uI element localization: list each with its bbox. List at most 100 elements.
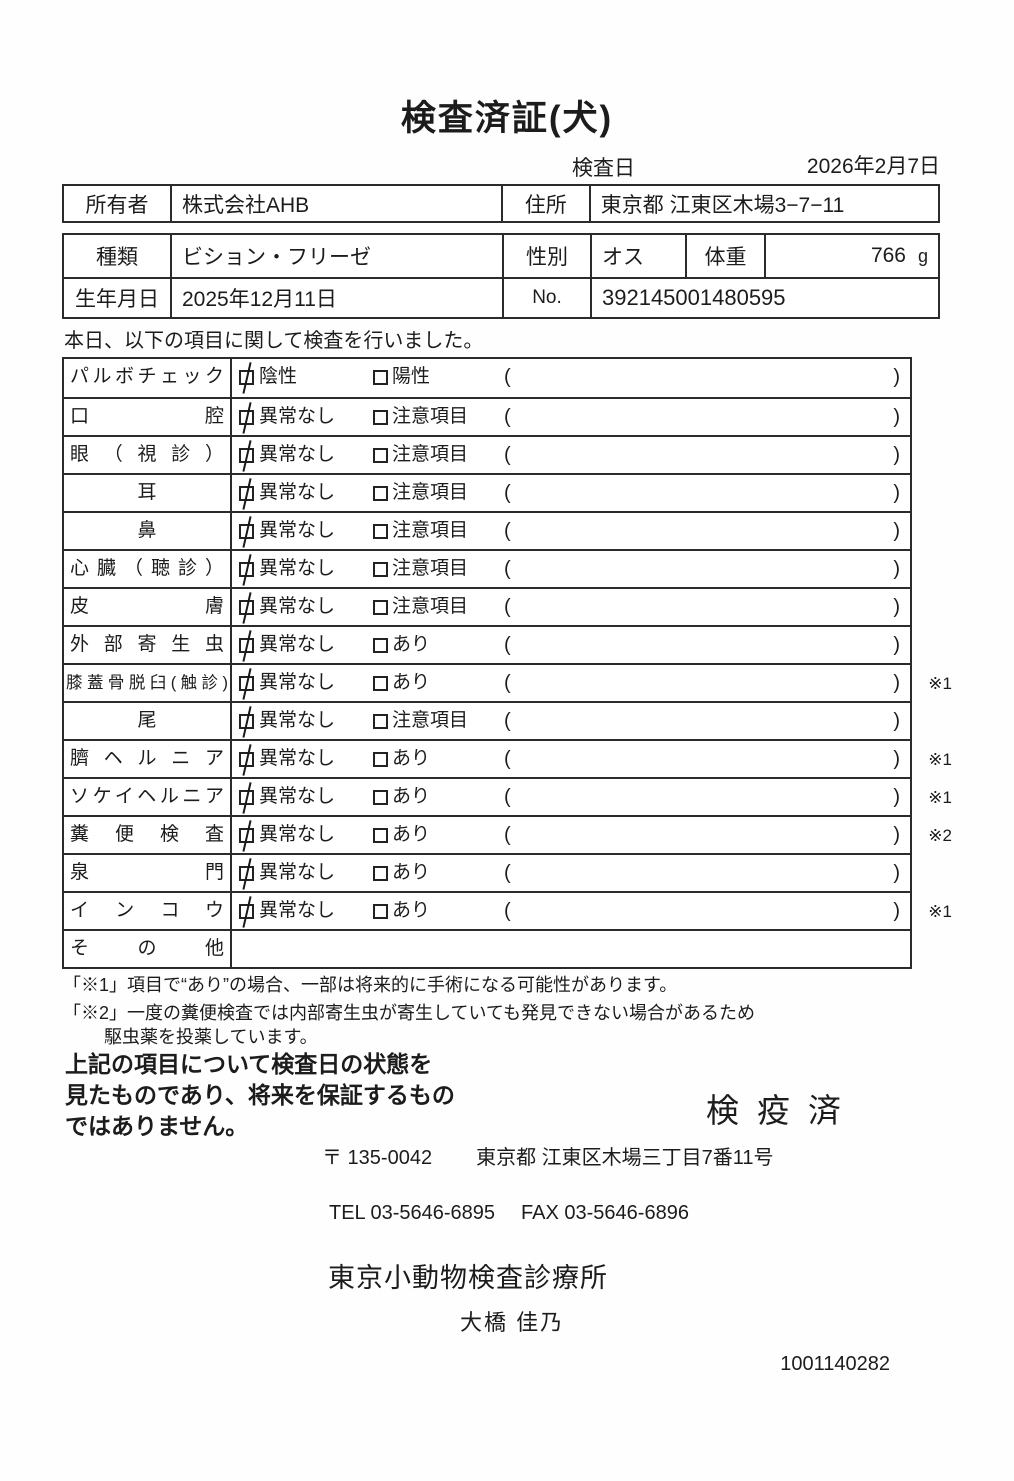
birthdate-value: 2025年12月11日 [170, 279, 502, 317]
exam-row-label: ソケイヘルニア [64, 779, 232, 815]
checked-checkbox-icon [239, 370, 254, 385]
exam-row-content: 異常なし 注意項目 ( ) [232, 437, 910, 473]
exam-row-content: 異常なし 注意項目 ( ) [232, 475, 910, 511]
exam-option1-label: 異常なし [259, 406, 336, 427]
exam-option2-label: あり [392, 634, 431, 655]
owner-value: 株式会社AHB [170, 186, 501, 221]
remark-paren-open: ( [504, 862, 511, 884]
exam-option1-label: 異常なし [259, 596, 336, 617]
remark-paren-close: ) [893, 710, 900, 732]
exam-option1-label: 異常なし [259, 900, 336, 921]
exam-option2-label: 注意項目 [392, 710, 469, 731]
breed-row: 種類 ビション・フリーゼ 性別 オス 体重 766 g [64, 235, 938, 278]
sex-label: 性別 [502, 235, 590, 278]
remark-paren-close: ) [893, 862, 900, 884]
exam-row: 糞便検査 異常なし あり ( ) ※2 [64, 815, 952, 853]
exam-table: パルボチェック 陰性 陽性 ( ) 口腔 異常なし 注意項目 ( ) 眼 [62, 357, 952, 969]
clinic-name: 東京小動物検査診療所 [328, 1263, 608, 1293]
exam-row-content: 異常なし あり ( ) [232, 893, 910, 929]
checked-checkbox-icon [239, 448, 254, 463]
checked-checkbox-icon [239, 752, 254, 767]
remark-paren-open: ( [504, 748, 511, 770]
exam-option1-label: 異常なし [259, 558, 336, 579]
breed-label: 種類 [96, 246, 138, 270]
exam-row: パルボチェック 陰性 陽性 ( ) [64, 359, 910, 397]
weight-value-cell: 766 g [764, 235, 938, 278]
empty-checkbox-icon [373, 714, 388, 729]
remark-paren-close: ) [893, 366, 900, 388]
weight-unit: g [917, 245, 928, 266]
empty-checkbox-icon [373, 866, 388, 881]
checked-checkbox-icon [239, 866, 254, 881]
owner-table: 所有者 株式会社AHB 住所 東京都 江東区木場3−7−11 [62, 184, 940, 223]
exam-option2-label: 注意項目 [392, 558, 469, 579]
weight-value: 766 [870, 244, 906, 268]
remark-paren-close: ) [893, 672, 900, 694]
remark-paren-open: ( [504, 482, 511, 504]
remark-paren-close: ) [893, 748, 900, 770]
exam-row-label: 口腔 [64, 399, 232, 435]
empty-checkbox-icon [373, 828, 388, 843]
exam-option2-label: あり [392, 786, 431, 807]
exam-row: 鼻 異常なし 注意項目 ( ) [64, 511, 910, 549]
exam-row: インコウ 異常なし あり ( ) ※1 [64, 891, 952, 929]
exam-row-label: 外部寄生虫 [64, 627, 232, 663]
exam-row: ソケイヘルニア 異常なし あり ( ) ※1 [64, 777, 952, 815]
inspection-date-value: 2026年2月7日 [806, 155, 940, 178]
exam-row-footnote-mark: ※1 [928, 788, 952, 807]
exam-row-label: 泉門 [64, 855, 232, 891]
remark-paren-close: ) [893, 520, 900, 542]
exam-option1-label: 異常なし [259, 634, 336, 655]
remark-paren-open: ( [504, 596, 511, 618]
intro-text: 本日、以下の項目に関して検査を行いました。 [64, 330, 484, 352]
exam-row-content: 異常なし 注意項目 ( ) [232, 703, 910, 739]
exam-row-content: 異常なし あり ( ) [232, 855, 910, 891]
exam-row: 臍ヘルニア 異常なし あり ( ) ※1 [64, 739, 952, 777]
exam-row-content: 異常なし 注意項目 ( ) [232, 551, 910, 587]
remark-paren-open: ( [504, 444, 511, 466]
exam-option2-label: あり [392, 672, 431, 693]
empty-checkbox-icon [373, 638, 388, 653]
weight-label: 体重 [685, 235, 764, 278]
exam-row-label: その他 [64, 931, 232, 967]
checked-checkbox-icon [239, 600, 254, 615]
exam-row-content: 異常なし あり ( ) [232, 665, 910, 701]
exam-option2-label: あり [392, 900, 431, 921]
exam-row-footnote-mark: ※1 [928, 674, 952, 693]
remark-paren-open: ( [504, 786, 511, 808]
exam-row-label: パルボチェック [64, 359, 232, 397]
exam-option2-label: 陽性 [392, 366, 431, 387]
remark-paren-close: ) [893, 634, 900, 656]
exam-row-content: 異常なし 注意項目 ( ) [232, 589, 910, 625]
clinic-postal-line: 〒 135-0042 東京都 江東区木場三丁目7番11号 [322, 1141, 774, 1170]
checked-checkbox-icon [239, 486, 254, 501]
exam-row-footnote-mark: ※1 [928, 750, 952, 769]
no-value: 392145001480595 [590, 279, 938, 317]
remark-paren-open: ( [504, 558, 511, 580]
empty-checkbox-icon [373, 370, 388, 385]
exam-row-content: 異常なし 注意項目 ( ) [232, 513, 910, 549]
exam-row-footnote-mark: ※1 [928, 902, 952, 921]
clinic-tel: TEL 03-5646-6895 [329, 1202, 496, 1224]
birth-row: 生年月日 2025年12月11日 No. 392145001480595 [64, 277, 938, 317]
empty-checkbox-icon [373, 448, 388, 463]
empty-checkbox-icon [373, 524, 388, 539]
exam-row: その他 [64, 929, 910, 967]
sex-value: オス [590, 235, 685, 278]
exam-option1-label: 異常なし [259, 748, 336, 769]
exam-row-label: 臍ヘルニア [64, 741, 232, 777]
exam-row: 眼（視診） 異常なし 注意項目 ( ) [64, 435, 910, 473]
remark-paren-open: ( [504, 900, 511, 922]
clinic-postal-code: 〒 135-0042 [322, 1147, 433, 1169]
exam-row-label: 鼻 [64, 513, 232, 549]
checked-checkbox-icon [239, 524, 254, 539]
disclaimer-text: 上記の項目について検査日の状態を 見たものであり、将来を保証するもの ではありま… [65, 1051, 455, 1139]
exam-row: 尾 異常なし 注意項目 ( ) [64, 701, 910, 739]
exam-row: 耳 異常なし 注意項目 ( ) [64, 473, 910, 511]
remark-paren-close: ) [893, 596, 900, 618]
exam-option2-label: 注意項目 [392, 444, 469, 465]
no-label: No. [502, 279, 590, 317]
exam-option1-label: 異常なし [259, 824, 336, 845]
checked-checkbox-icon [239, 562, 254, 577]
footnote-1: 「※1」項目で“あり”の場合、一部は将来的に手術になる可能性があります。 [63, 975, 678, 995]
